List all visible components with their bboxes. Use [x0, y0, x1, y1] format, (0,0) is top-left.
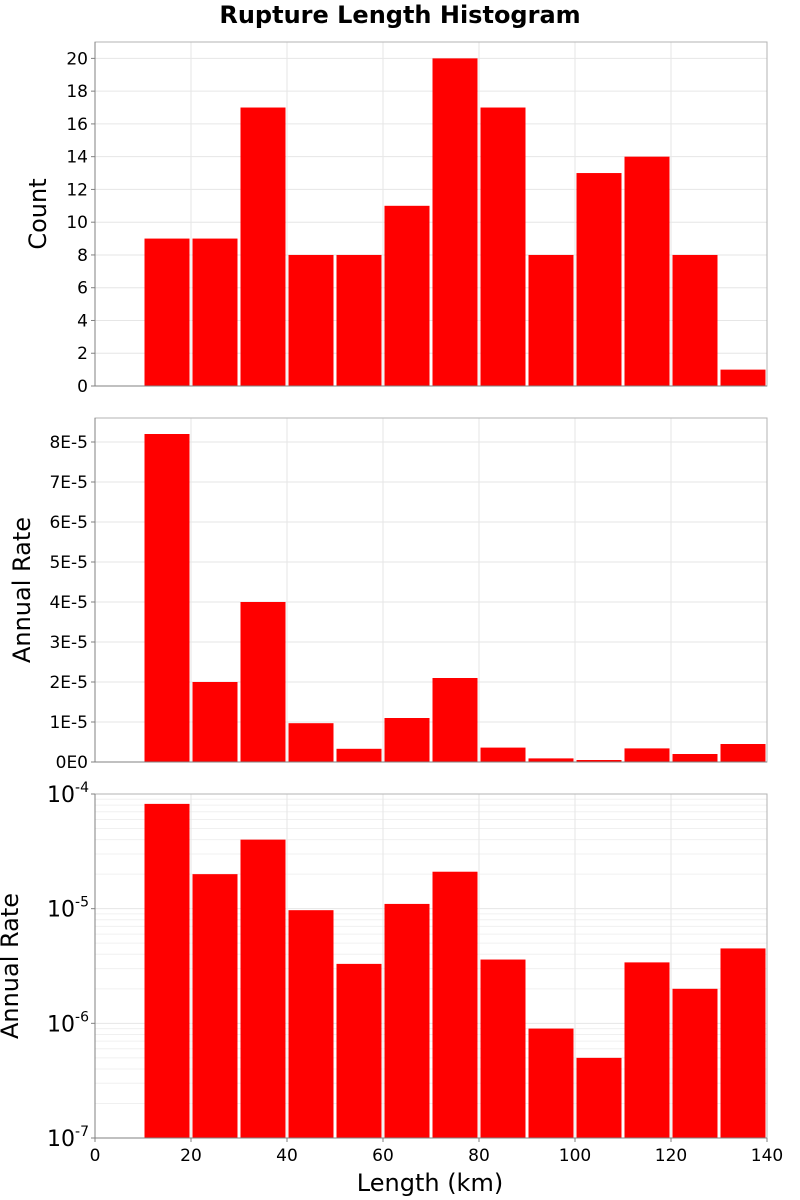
y-tick-label: 3E-5 — [49, 633, 88, 653]
bar-30-40km — [240, 602, 286, 762]
bar-20-30km — [192, 682, 238, 762]
y-axis-label: Annual Rate — [0, 893, 24, 1039]
bar-120-130km — [672, 754, 718, 762]
bar-50-60km — [336, 748, 382, 762]
y-tick-label: 8 — [77, 246, 88, 266]
bar-10-20km — [144, 803, 190, 1138]
bar-40-50km — [288, 910, 334, 1138]
panel-2: 0E0 1E-5 2E-5 3E-5 4E-5 5E-5 6E-5 7E-5 8E-5 Annua… — [8, 417, 768, 773]
x-tick-label: 20 — [180, 1146, 202, 1166]
bar-30-40km — [240, 107, 286, 387]
bar-50-60km — [336, 254, 382, 386]
y-axis-label: Annual Rate — [8, 517, 36, 663]
y-tick-label: 2E-5 — [49, 673, 88, 693]
y-tick-label: 14 — [66, 148, 88, 168]
y-axis-label: Count — [24, 178, 52, 249]
y-tick-label: 6 — [77, 279, 88, 299]
bar-70-80km — [432, 58, 478, 386]
bar-20-30km — [192, 238, 238, 386]
x-tick-label: 40 — [276, 1146, 298, 1166]
bar-50-60km — [336, 963, 382, 1138]
bar-10-20km — [144, 238, 190, 386]
bar-110-120km — [624, 156, 670, 386]
y-tick-label: 6E-5 — [49, 513, 88, 533]
y-tick-label: 10 — [66, 213, 88, 233]
y-tick-label: 7E-5 — [49, 473, 88, 493]
bar-80-90km — [480, 107, 526, 387]
y-tick-label: 18 — [66, 82, 88, 102]
bar-130-140km — [720, 369, 766, 386]
x-tick-label: 100 — [559, 1146, 591, 1166]
y-tick-label: 2 — [77, 344, 88, 364]
bar-100-110km — [576, 760, 622, 762]
chart-title: Rupture Length Histogram — [219, 1, 580, 29]
y-tick-label: 4E-5 — [49, 593, 88, 613]
chart-panels: 0 2 4 6 8 10 12 14 16 18 20 Count 0E0 1E-5 2E-5 3E-5 4E-… — [0, 41, 783, 1166]
y-tick-label: 10-6 — [47, 1009, 89, 1037]
bar-10-20km — [144, 434, 190, 762]
panel-3: 10-7 10-6 10-5 10-4 Annual Rate 0 20 40 60 80 100 1… — [0, 780, 783, 1166]
bar-90-100km — [528, 1028, 574, 1138]
bar-80-90km — [480, 747, 526, 762]
bar-20-30km — [192, 874, 238, 1138]
bar-30-40km — [240, 839, 286, 1138]
y-tick-label: 20 — [66, 49, 88, 69]
bar-130-140km — [720, 744, 766, 762]
x-tick-label: 60 — [372, 1146, 394, 1166]
y-tick-label: 1E-5 — [49, 713, 88, 733]
bar-110-120km — [624, 748, 670, 762]
bar-100-110km — [576, 1057, 622, 1138]
x-tick-label: 0 — [90, 1146, 101, 1166]
x-tick-label: 80 — [468, 1146, 490, 1166]
y-tick-label: 0 — [77, 377, 88, 397]
y-tick-label: 4 — [77, 311, 88, 331]
panel-1: 0 2 4 6 8 10 12 14 16 18 20 Count — [24, 41, 768, 397]
bar-80-90km — [480, 959, 526, 1138]
bar-40-50km — [288, 254, 334, 386]
y-tick-label: 8E-5 — [49, 433, 88, 453]
bar-120-130km — [672, 254, 718, 386]
y-tick-label: 5E-5 — [49, 553, 88, 573]
y-tick-label: 10-4 — [47, 780, 89, 808]
bar-120-130km — [672, 988, 718, 1138]
y-tick-label: 0E0 — [56, 753, 88, 773]
y-tick-label: 10-7 — [47, 1124, 89, 1152]
bar-60-70km — [384, 718, 430, 762]
x-tick-label: 140 — [751, 1146, 783, 1166]
bar-100-110km — [576, 173, 622, 386]
y-tick-label: 10-5 — [47, 895, 89, 923]
y-tick-label: 12 — [66, 180, 88, 200]
y-tick-label: 16 — [66, 115, 88, 135]
x-tick-label: 120 — [655, 1146, 687, 1166]
bar-70-80km — [432, 871, 478, 1138]
bar-40-50km — [288, 723, 334, 762]
bar-60-70km — [384, 205, 430, 386]
bar-70-80km — [432, 678, 478, 762]
bar-90-100km — [528, 758, 574, 762]
x-axis-label: Length (km) — [357, 1169, 503, 1197]
bar-130-140km — [720, 948, 766, 1138]
bar-60-70km — [384, 903, 430, 1138]
bar-90-100km — [528, 254, 574, 386]
bar-110-120km — [624, 962, 670, 1138]
